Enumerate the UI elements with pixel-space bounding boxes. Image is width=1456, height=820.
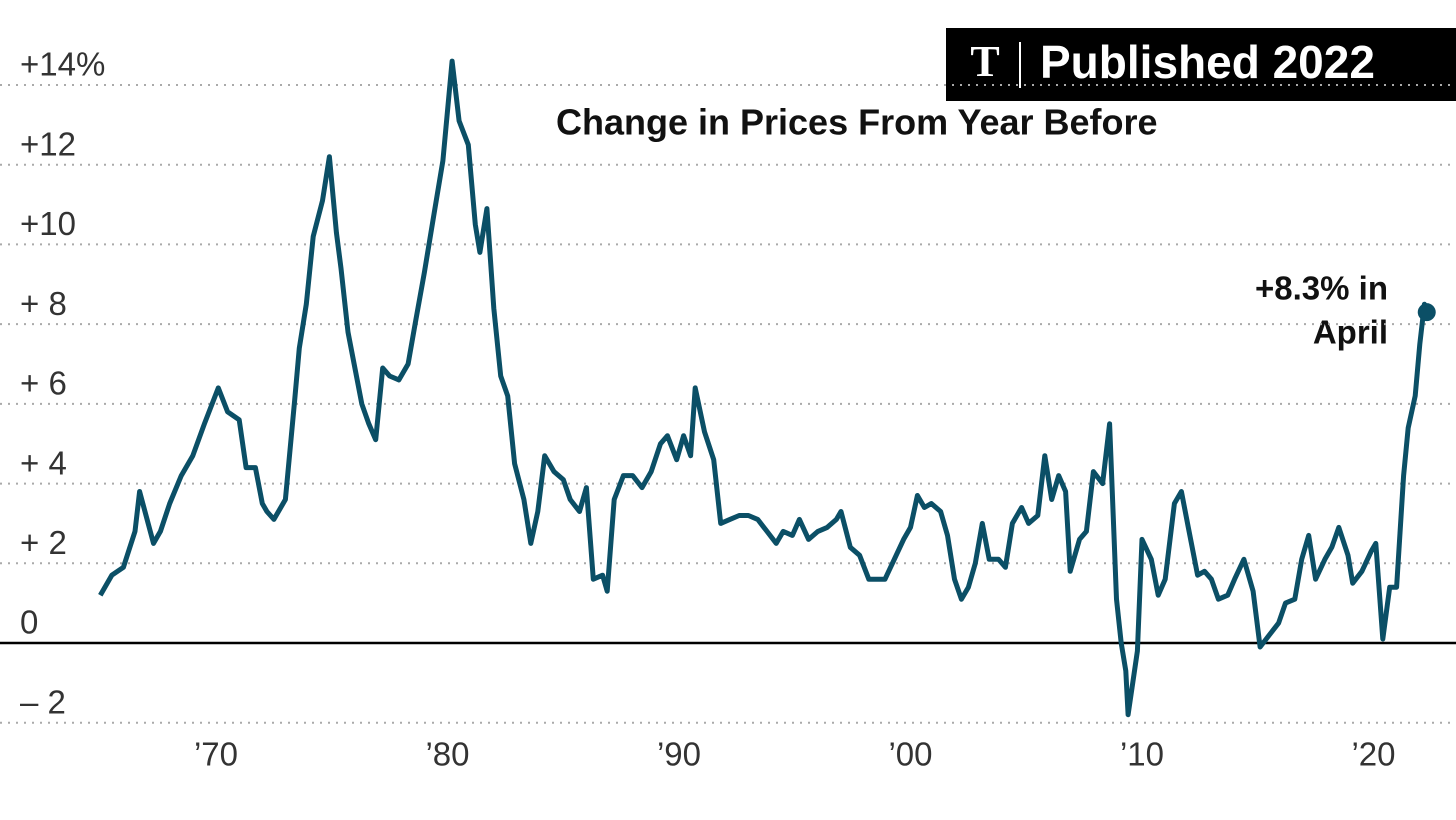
logo: T xyxy=(970,37,999,86)
y-tick-label: +10 xyxy=(20,205,76,242)
y-tick-label: – 2 xyxy=(20,683,66,720)
y-tick-label: +12 xyxy=(20,125,76,162)
x-tick-label: ’00 xyxy=(888,736,932,773)
y-tick-label: + 6 xyxy=(20,365,67,402)
x-tick-label: ’10 xyxy=(1120,736,1164,773)
chart-title: Change in Prices From Year Before xyxy=(556,102,1158,143)
annotation: +8.3% in xyxy=(1255,270,1388,307)
y-tick-label: + 8 xyxy=(20,285,67,322)
annotation: April xyxy=(1313,314,1388,351)
x-tick-label: ’80 xyxy=(425,736,469,773)
y-tick-label: + 4 xyxy=(20,444,67,481)
badge-box xyxy=(946,28,1456,101)
line xyxy=(98,58,1430,718)
x-tick-label: ’20 xyxy=(1351,736,1395,773)
x-tick-label: ’70 xyxy=(194,736,238,773)
y-tick-label: 0 xyxy=(20,604,38,641)
badge-text: Published 2022 xyxy=(1040,36,1375,88)
y-tick-label: + 2 xyxy=(20,524,67,561)
y-tick-label: +14% xyxy=(20,46,105,83)
x-tick-label: ’90 xyxy=(657,736,701,773)
end-marker xyxy=(1417,303,1436,322)
